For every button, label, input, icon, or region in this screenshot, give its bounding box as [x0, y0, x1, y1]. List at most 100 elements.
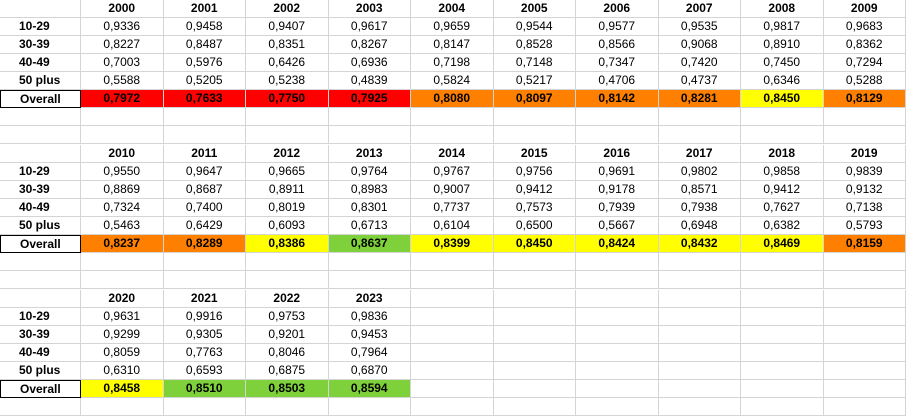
empty-cell[interactable] [493, 290, 576, 308]
value-cell[interactable]: 0,8351 [246, 36, 329, 54]
value-cell[interactable]: 0,6382 [741, 217, 824, 235]
year-header-cell[interactable]: 2017 [658, 145, 741, 163]
overall-value-cell[interactable]: 0,8289 [163, 235, 246, 253]
value-cell[interactable]: 0,6093 [246, 217, 329, 235]
value-cell[interactable]: 0,7573 [493, 199, 576, 217]
row-label-cell[interactable]: 30-39 [0, 326, 81, 344]
value-cell[interactable]: 0,9839 [823, 163, 906, 181]
value-cell[interactable]: 0,8910 [741, 36, 824, 54]
empty-cell[interactable] [246, 108, 329, 126]
overall-value-cell[interactable]: 0,8450 [493, 235, 576, 253]
value-cell[interactable]: 0,7763 [163, 344, 246, 362]
overall-value-cell[interactable]: 0,8510 [163, 380, 246, 398]
value-cell[interactable]: 0,6426 [246, 54, 329, 72]
value-cell[interactable]: 0,9836 [328, 308, 411, 326]
empty-cell[interactable] [493, 308, 576, 326]
value-cell[interactable]: 0,9407 [246, 18, 329, 36]
empty-cell[interactable] [0, 253, 81, 271]
value-cell[interactable]: 0,5588 [81, 72, 164, 90]
empty-cell[interactable] [658, 380, 741, 398]
empty-cell[interactable] [328, 253, 411, 271]
empty-cell[interactable] [823, 344, 906, 362]
year-header-cell[interactable]: 2011 [163, 145, 246, 163]
empty-cell[interactable] [493, 362, 576, 380]
empty-cell[interactable] [576, 253, 659, 271]
value-cell[interactable]: 0,8267 [328, 36, 411, 54]
value-cell[interactable]: 0,9412 [493, 181, 576, 199]
value-cell[interactable]: 0,9201 [246, 326, 329, 344]
overall-value-cell[interactable]: 0,8159 [823, 235, 906, 253]
value-cell[interactable]: 0,5976 [163, 54, 246, 72]
empty-cell[interactable] [411, 271, 494, 289]
value-cell[interactable]: 0,9753 [246, 308, 329, 326]
empty-cell[interactable] [658, 362, 741, 380]
value-cell[interactable]: 0,7003 [81, 54, 164, 72]
value-cell[interactable]: 0,9544 [493, 18, 576, 36]
value-cell[interactable]: 0,6936 [328, 54, 411, 72]
value-cell[interactable]: 0,7420 [658, 54, 741, 72]
value-cell[interactable]: 0,9631 [81, 308, 164, 326]
row-label-cell[interactable]: 40-49 [0, 199, 81, 217]
empty-cell[interactable] [0, 0, 81, 18]
value-cell[interactable]: 0,4706 [576, 72, 659, 90]
overall-value-cell[interactable]: 0,8469 [741, 235, 824, 253]
value-cell[interactable]: 0,8566 [576, 36, 659, 54]
empty-cell[interactable] [823, 290, 906, 308]
year-header-cell[interactable]: 2006 [576, 0, 659, 18]
value-cell[interactable]: 0,8528 [493, 36, 576, 54]
overall-value-cell[interactable]: 0,8129 [823, 90, 906, 108]
year-header-cell[interactable]: 2019 [823, 145, 906, 163]
value-cell[interactable]: 0,5238 [246, 72, 329, 90]
value-cell[interactable]: 0,9132 [823, 181, 906, 199]
overall-label-cell[interactable]: Overall [0, 235, 81, 253]
value-cell[interactable]: 0,8362 [823, 36, 906, 54]
value-cell[interactable]: 0,9916 [163, 308, 246, 326]
overall-value-cell[interactable]: 0,8432 [658, 235, 741, 253]
value-cell[interactable]: 0,9802 [658, 163, 741, 181]
empty-cell[interactable] [576, 290, 659, 308]
empty-cell[interactable] [741, 308, 824, 326]
value-cell[interactable]: 0,8911 [246, 181, 329, 199]
empty-cell[interactable] [576, 271, 659, 289]
empty-cell[interactable] [576, 380, 659, 398]
empty-cell[interactable] [576, 398, 659, 416]
value-cell[interactable]: 0,6104 [411, 217, 494, 235]
empty-cell[interactable] [658, 308, 741, 326]
empty-cell[interactable] [658, 290, 741, 308]
year-header-cell[interactable]: 2021 [163, 290, 246, 308]
overall-value-cell[interactable]: 0,8503 [246, 380, 329, 398]
empty-cell[interactable] [411, 398, 494, 416]
value-cell[interactable]: 0,4839 [328, 72, 411, 90]
empty-cell[interactable] [823, 308, 906, 326]
empty-cell[interactable] [741, 398, 824, 416]
overall-value-cell[interactable]: 0,7972 [81, 90, 164, 108]
empty-cell[interactable] [0, 290, 81, 308]
empty-cell[interactable] [576, 326, 659, 344]
empty-cell[interactable] [823, 126, 906, 144]
value-cell[interactable]: 0,5217 [493, 72, 576, 90]
year-header-cell[interactable]: 2016 [576, 145, 659, 163]
value-cell[interactable]: 0,7964 [328, 344, 411, 362]
value-cell[interactable]: 0,9756 [493, 163, 576, 181]
year-header-cell[interactable]: 2020 [81, 290, 164, 308]
value-cell[interactable]: 0,8571 [658, 181, 741, 199]
value-cell[interactable]: 0,9299 [81, 326, 164, 344]
value-cell[interactable]: 0,9617 [328, 18, 411, 36]
value-cell[interactable]: 0,6713 [328, 217, 411, 235]
value-cell[interactable]: 0,9577 [576, 18, 659, 36]
value-cell[interactable]: 0,9647 [163, 163, 246, 181]
year-header-cell[interactable]: 2023 [328, 290, 411, 308]
empty-cell[interactable] [163, 108, 246, 126]
empty-cell[interactable] [411, 253, 494, 271]
empty-cell[interactable] [493, 344, 576, 362]
value-cell[interactable]: 0,9458 [163, 18, 246, 36]
empty-cell[interactable] [328, 126, 411, 144]
empty-cell[interactable] [246, 398, 329, 416]
overall-value-cell[interactable]: 0,8399 [411, 235, 494, 253]
empty-cell[interactable] [246, 126, 329, 144]
value-cell[interactable]: 0,5463 [81, 217, 164, 235]
empty-cell[interactable] [823, 380, 906, 398]
row-label-cell[interactable]: 50 plus [0, 72, 81, 90]
value-cell[interactable]: 0,5667 [576, 217, 659, 235]
value-cell[interactable]: 0,6593 [163, 362, 246, 380]
